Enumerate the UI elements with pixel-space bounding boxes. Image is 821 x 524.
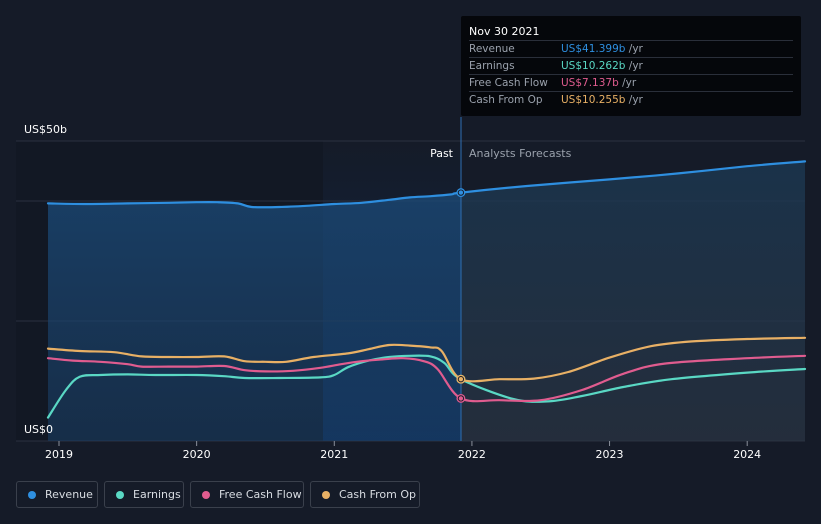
- tooltip-value: US$10.262b: [561, 60, 626, 72]
- legend-label: Free Cash Flow: [219, 488, 302, 501]
- legend-item-cash-from-op[interactable]: Cash From Op: [310, 481, 420, 508]
- tooltip-row-cash-from-op: Cash From Op US$10.255b /yr: [469, 91, 793, 109]
- tooltip-value: US$7.137b: [561, 77, 619, 89]
- legend-dot-icon: [202, 491, 210, 499]
- tooltip: Nov 30 2021 Revenue US$41.399b /yr Earni…: [461, 16, 801, 116]
- legend-label: Revenue: [45, 488, 93, 501]
- tooltip-row-earnings: Earnings US$10.262b /yr: [469, 57, 793, 75]
- revenue-area-past: [48, 192, 461, 441]
- legend-label: Earnings: [133, 488, 181, 501]
- tooltip-label: Free Cash Flow: [469, 77, 548, 89]
- legend-item-earnings[interactable]: Earnings: [104, 481, 184, 508]
- x-tick-label: 2024: [733, 448, 761, 461]
- tooltip-unit: /yr: [628, 94, 643, 106]
- tooltip-label: Earnings: [469, 60, 515, 72]
- x-tick-label: 2020: [183, 448, 211, 461]
- legend-dot-icon: [322, 491, 330, 499]
- tooltip-unit: /yr: [628, 43, 643, 55]
- revenue-area-forecast: [460, 161, 805, 441]
- free-cash-flow-line: [46, 354, 807, 403]
- tooltip-unit: /yr: [622, 77, 637, 89]
- tooltip-date: Nov 30 2021: [469, 25, 540, 38]
- tooltip-label: Cash From Op: [469, 94, 543, 106]
- legend-item-free-cash-flow[interactable]: Free Cash Flow: [190, 481, 304, 508]
- revenue-marker-dot: [458, 190, 464, 195]
- tooltip-value: US$41.399b: [561, 43, 626, 55]
- x-tick-label: 2019: [45, 448, 73, 461]
- y-axis-top-label: US$50b: [24, 123, 67, 136]
- cash-from-op-line: [46, 336, 807, 383]
- tooltip-row-revenue: Revenue US$41.399b /yr: [469, 40, 793, 58]
- y-axis-bottom-label: US$0: [24, 423, 53, 436]
- earnings-line: [46, 354, 807, 419]
- free-cash-flow-marker-dot: [458, 396, 464, 401]
- legend-dot-icon: [28, 491, 36, 499]
- forecast-label: Analysts Forecasts: [469, 147, 572, 160]
- x-tick-label: 2023: [596, 448, 624, 461]
- past-label: Past: [430, 147, 454, 160]
- revenue-line: [46, 160, 807, 209]
- tooltip-label: Revenue: [469, 43, 515, 55]
- legend-item-revenue[interactable]: Revenue: [16, 481, 98, 508]
- x-tick-label: 2022: [458, 448, 486, 461]
- legend-label: Cash From Op: [339, 488, 417, 501]
- tooltip-unit: /yr: [628, 60, 643, 72]
- cash-from-op-marker-dot: [458, 377, 464, 382]
- legend-dot-icon: [116, 491, 124, 499]
- tooltip-row-free-cash-flow: Free Cash Flow US$7.137b /yr: [469, 74, 793, 92]
- tooltip-value: US$10.255b: [561, 94, 626, 106]
- x-tick-label: 2021: [320, 448, 348, 461]
